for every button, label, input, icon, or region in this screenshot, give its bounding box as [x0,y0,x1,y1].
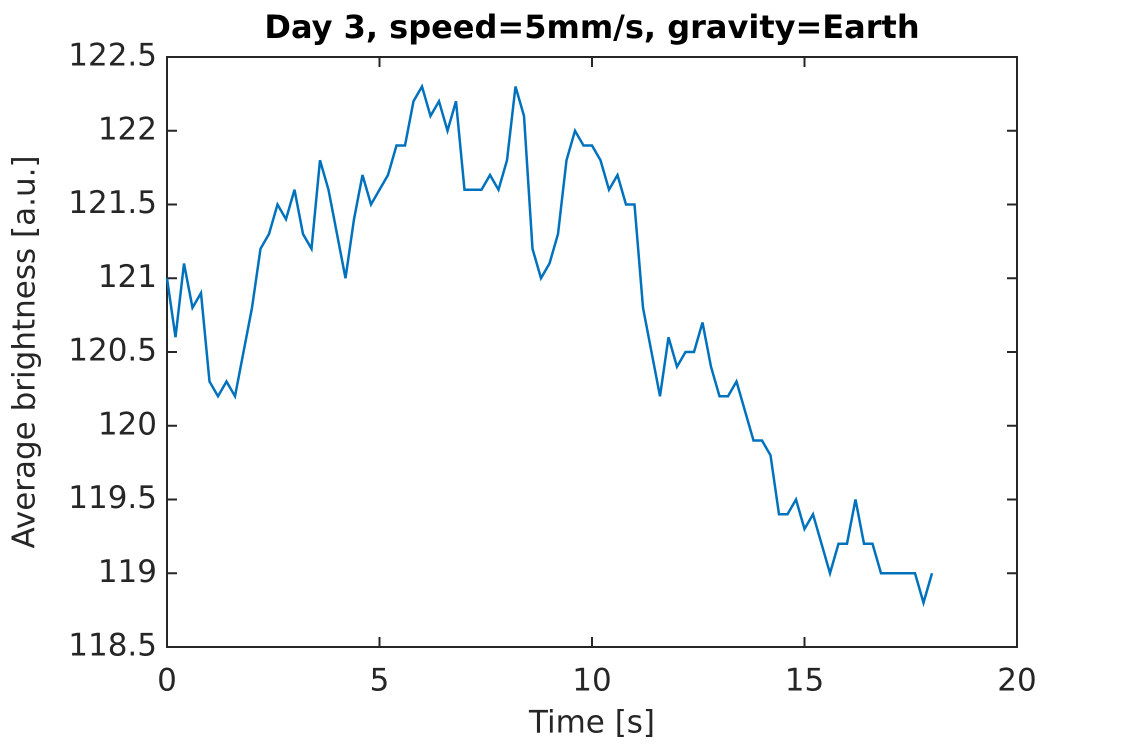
y-tick-label: 121.5 [68,185,157,221]
x-axis-label: Time [s] [528,705,655,741]
y-tick-label: 118.5 [68,628,157,664]
x-tick-label: 0 [157,663,177,699]
y-tick-label: 122 [98,111,157,147]
y-axis-label: Average brightness [a.u.] [7,155,43,548]
x-tick-label: 20 [997,663,1036,699]
y-tick-label: 119.5 [68,480,157,516]
x-tick-label: 5 [370,663,390,699]
y-tick-label: 119 [98,554,157,590]
y-tick-label: 121 [98,259,157,295]
data-line [165,83,934,608]
y-tick-label: 120.5 [68,333,157,369]
y-tick-label: 122.5 [68,38,157,74]
x-tick-label: 15 [785,663,824,699]
x-tick-label: 10 [572,663,611,699]
chart-title: Day 3, speed=5mm/s, gravity=Earth [264,8,919,46]
y-tick-label: 120 [98,406,157,442]
